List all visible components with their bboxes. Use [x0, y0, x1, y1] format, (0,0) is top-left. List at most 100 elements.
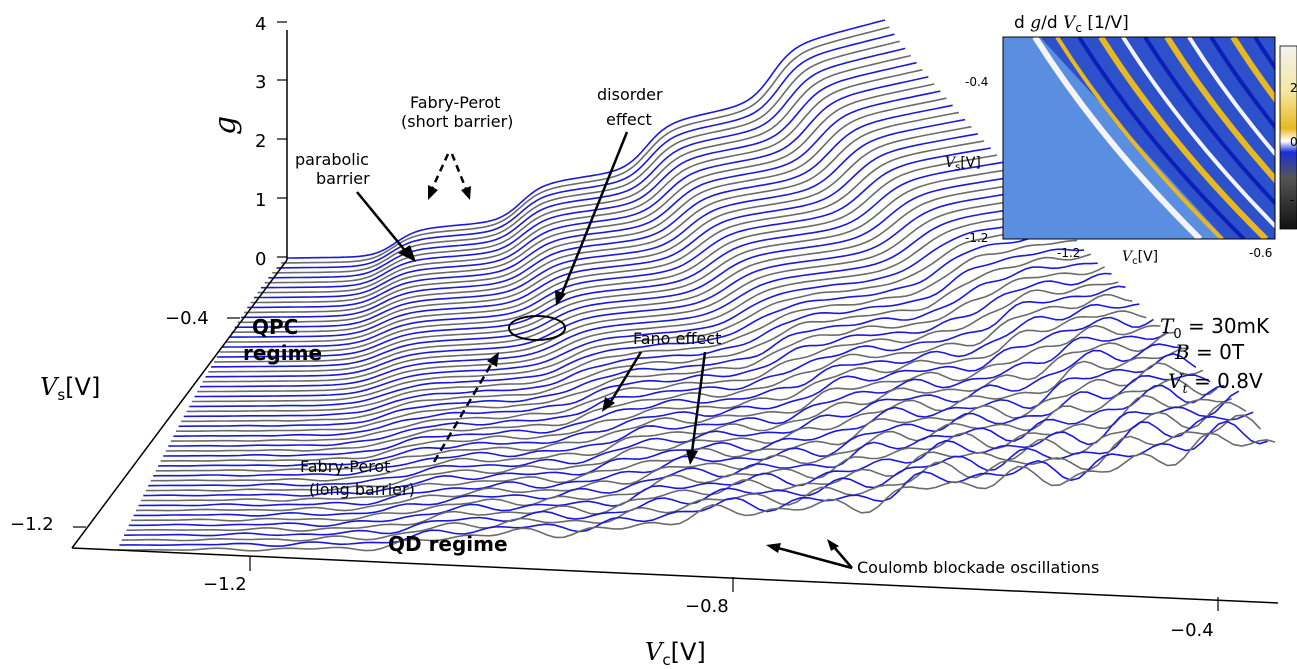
annotation-text: disorder [597, 85, 663, 104]
trace-line [121, 414, 1262, 542]
inset-xtick: -1.2 [1057, 246, 1080, 260]
annotation-fp-long: Fabry-Perot (long barrier) [300, 352, 499, 499]
trace-line [145, 347, 1189, 492]
trace-line [183, 248, 1085, 418]
inset-band [1253, 37, 1275, 71]
inset-colorbar [1279, 45, 1297, 230]
annotation-text: (short barrier) [401, 112, 513, 131]
trace-line [133, 384, 1225, 517]
y-tick-label: −1.2 [10, 514, 54, 535]
trace-line [165, 293, 1133, 452]
trace-line [126, 401, 1247, 532]
trace-line [148, 343, 1182, 487]
y-tick-label: −0.4 [165, 308, 209, 329]
annotation-fano: Fano effect [602, 329, 721, 465]
x-tick-label: −0.4 [1170, 620, 1214, 641]
trace-line [178, 262, 1098, 428]
parameters-block: T0 = 30mK B = 0T Vt = 0.8V [1160, 314, 1270, 397]
annotation-text: Fabry-Perot [300, 457, 390, 476]
trace-line [237, 111, 960, 324]
annotation-disorder: disorder effect [508, 85, 663, 341]
inset-title: d g/d Vc [1/V] [1014, 13, 1129, 35]
trace-line [158, 316, 1154, 467]
inset-frame [1002, 36, 1276, 240]
annotation-text: (long barrier) [309, 480, 415, 499]
inset-band [1121, 37, 1275, 229]
inset-band [1209, 37, 1275, 131]
z-tick-label: 4 [255, 14, 266, 35]
z-tick-label: 0 [255, 249, 266, 270]
inset-heatmap: d g/d Vc [1/V] -0.4 -1.2 Vs[V] -1.2 -0.6… [945, 13, 1297, 267]
trace-line [176, 266, 1105, 432]
trace-line [244, 97, 947, 314]
trace-line [222, 147, 991, 348]
trace-line [186, 239, 1078, 413]
colorbar-tick: - [1290, 193, 1294, 207]
trace-line [135, 378, 1218, 512]
annotation-text: Coulomb blockade oscillations [857, 558, 1099, 577]
regime-label-qpc: QPC [252, 315, 298, 339]
trace-line [240, 104, 953, 319]
param-b: B = 0T [1174, 340, 1245, 364]
inset-band [1143, 37, 1275, 206]
axes-frame [71, 30, 1279, 604]
trace-line [272, 40, 900, 274]
trace-line [247, 90, 941, 309]
inset-band [1230, 37, 1275, 104]
trace-line [287, 19, 886, 259]
trace-line [250, 83, 935, 304]
y-axis-label: Vs[V] [40, 373, 100, 404]
trace-line [143, 352, 1197, 497]
annotation-text: Fano effect [633, 329, 721, 348]
z-tick-label: 1 [255, 190, 266, 211]
inset-ytick: -0.4 [965, 75, 988, 89]
inset-band [1077, 37, 1246, 239]
annotation-parabolic: parabolic barrier [295, 150, 416, 262]
trace-line [268, 47, 906, 279]
x-axis-label: Vc[V] [645, 638, 706, 669]
colorbar-tick: 2 [1290, 81, 1297, 95]
trace-line [225, 140, 985, 343]
trace-line [219, 154, 998, 353]
trace-line [228, 133, 978, 338]
trace-line [202, 197, 1037, 383]
trace-line [131, 394, 1232, 522]
trace-line [208, 182, 1024, 373]
regime-label-qpc-2: regime [243, 341, 322, 365]
trace-line [160, 310, 1147, 462]
trace-line [153, 331, 1168, 477]
trace-line [199, 204, 1044, 388]
annotation-text: parabolic [295, 150, 369, 169]
z-axis-label: g [208, 116, 243, 135]
trace-line [181, 253, 1092, 423]
annotation-coulomb: Coulomb blockade oscillations [766, 539, 1099, 577]
annotation-text: effect [606, 110, 652, 129]
colorbar-tick: 0 [1290, 135, 1297, 149]
trace-line [128, 390, 1240, 528]
trace-line [119, 420, 1268, 548]
inset-xtick: -0.6 [1249, 246, 1272, 260]
z-tick-label: 3 [255, 72, 266, 93]
z-ticks [277, 21, 287, 258]
trace-line [197, 211, 1051, 393]
x-ticks [249, 557, 1219, 611]
param-vt: Vt = 0.8V [1168, 369, 1263, 397]
inset-band [1055, 37, 1224, 239]
trace-line [170, 281, 1119, 442]
inset-band [1032, 37, 1203, 239]
z-tick-label: 2 [255, 131, 266, 152]
trace-line [138, 374, 1211, 507]
trace-line [168, 285, 1126, 447]
inset-ylabel: Vs[V] [945, 155, 981, 173]
inset-band [1187, 37, 1275, 157]
regime-label-qd: QD regime [388, 532, 508, 556]
x-tick-label: −1.2 [203, 574, 247, 595]
trace-line [257, 69, 923, 294]
trace-line [231, 125, 972, 333]
param-t0: T0 = 30mK [1160, 314, 1270, 342]
trace-line [216, 161, 1004, 358]
trace-line [214, 168, 1011, 363]
inset-band [1164, 37, 1275, 184]
trace-line [155, 324, 1161, 472]
inset-ytick: -1.2 [965, 231, 988, 245]
